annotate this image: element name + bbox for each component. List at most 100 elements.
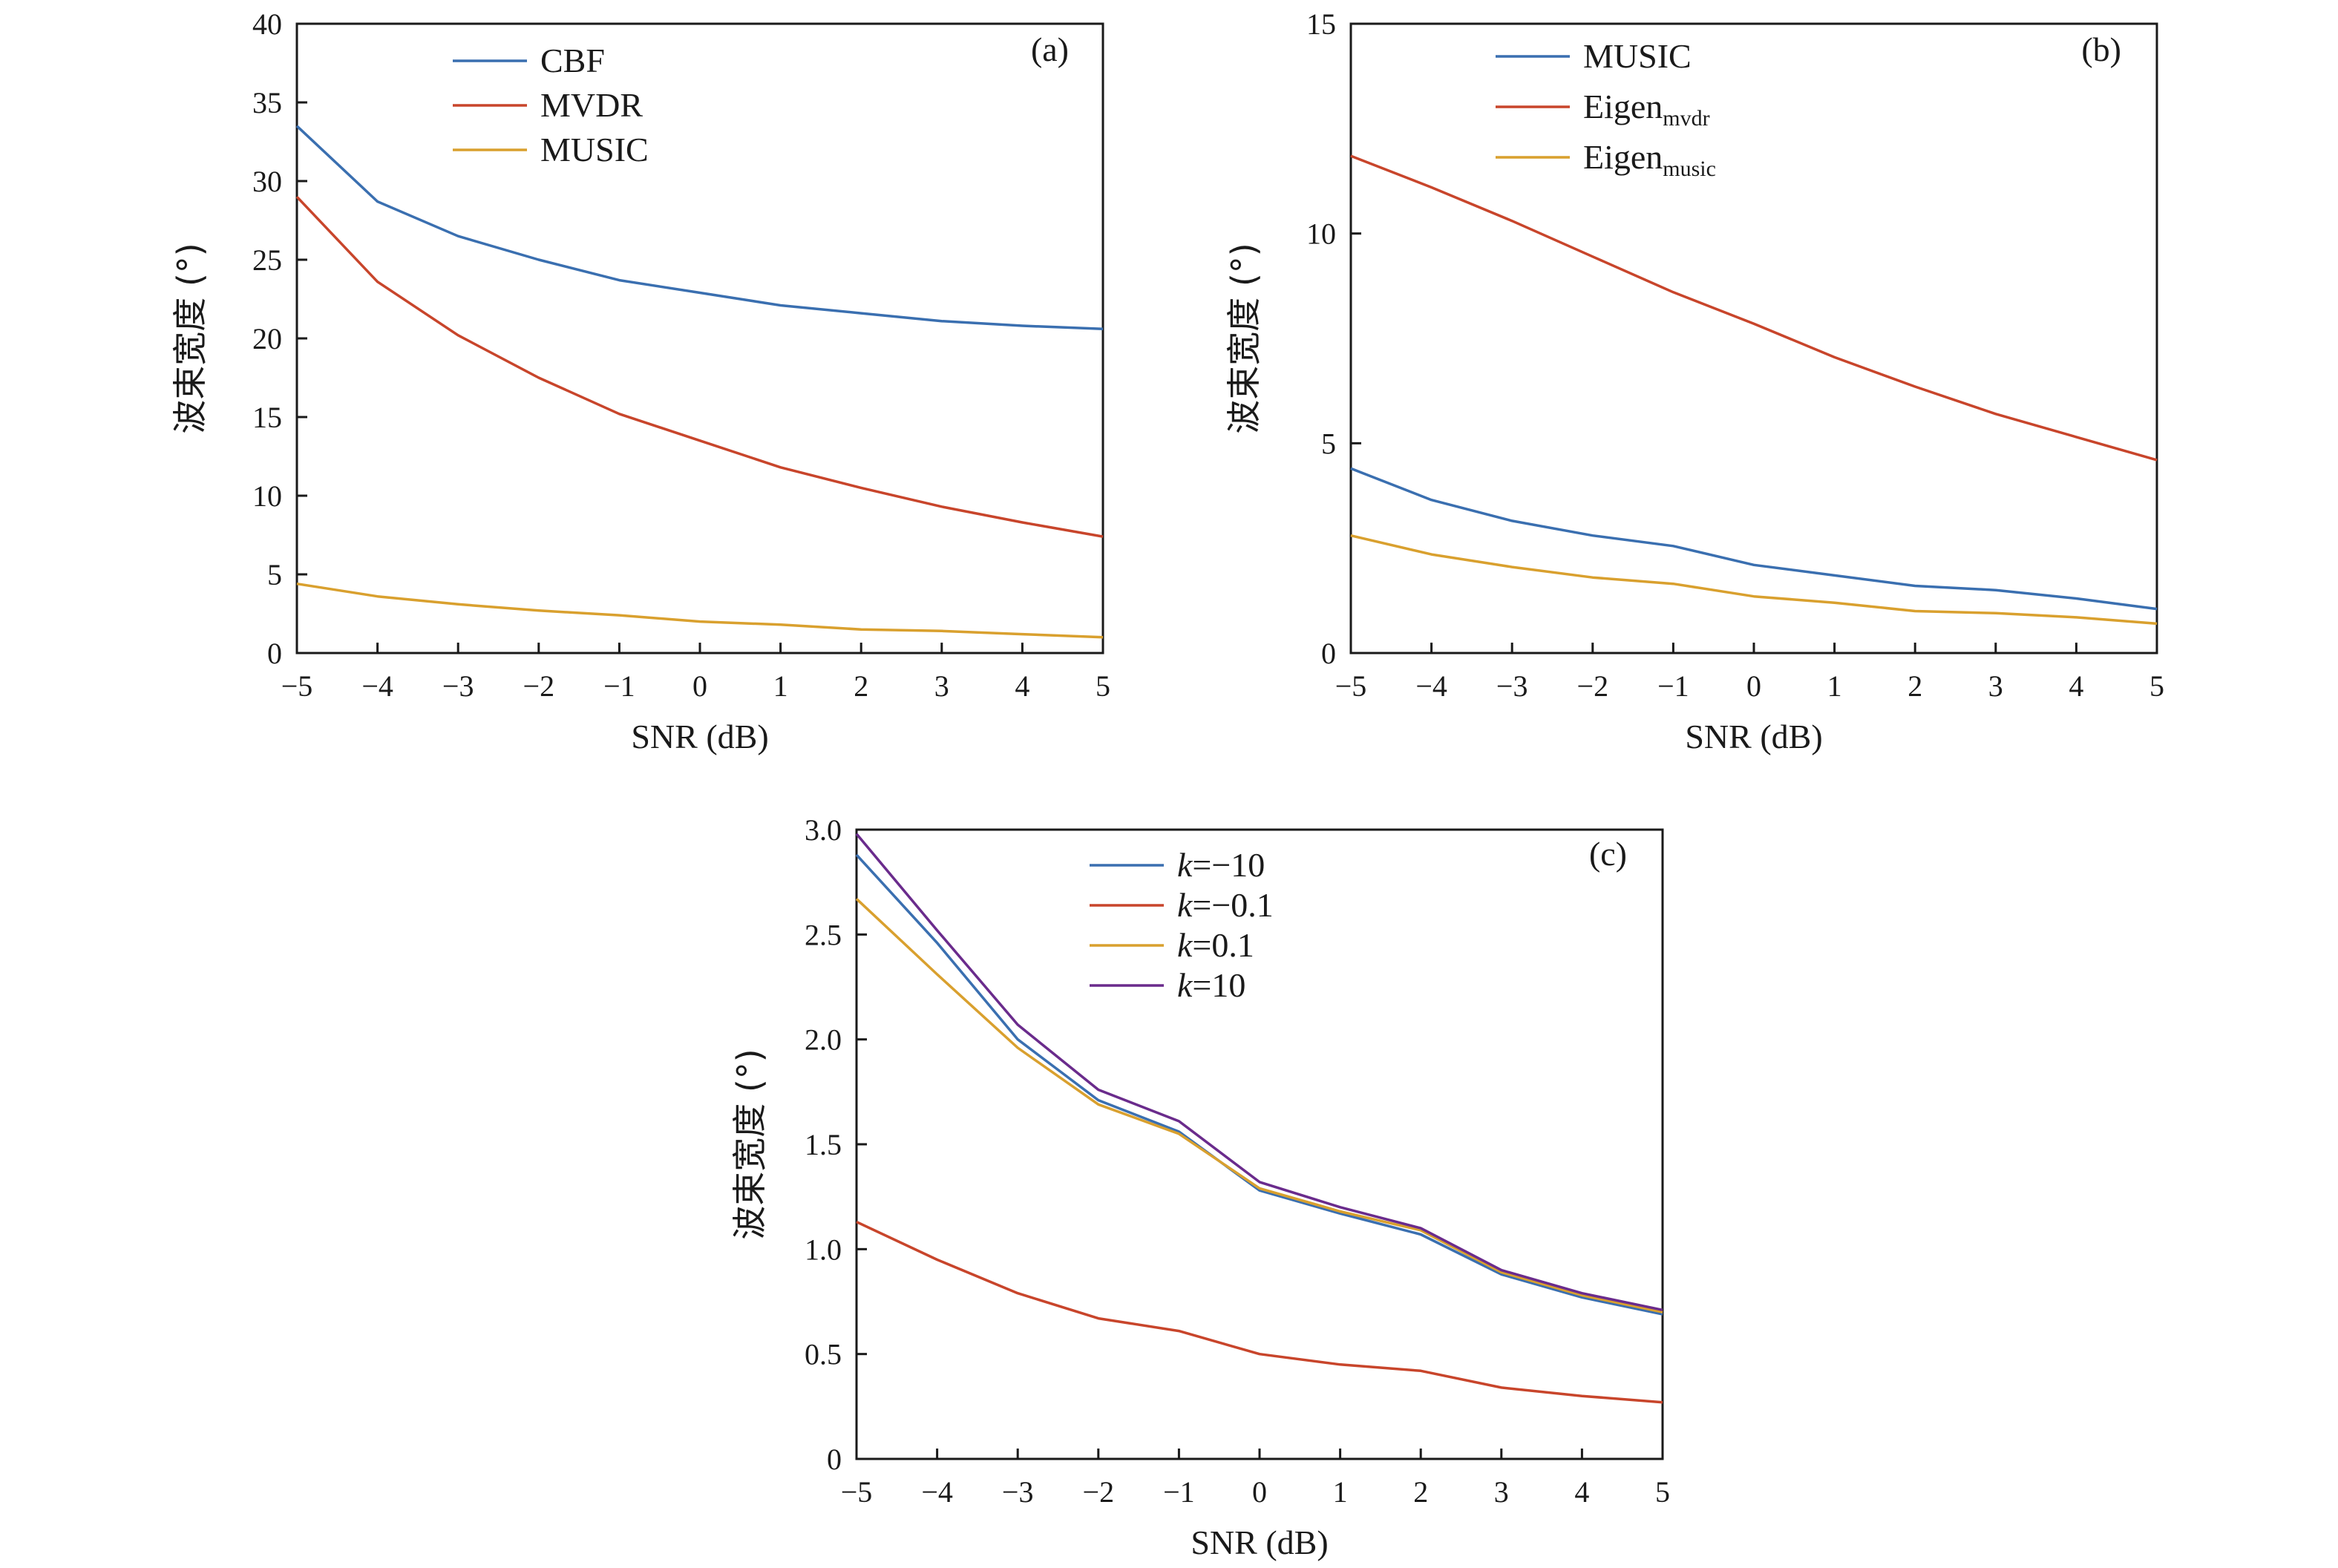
plot-frame	[1349, 22, 2158, 655]
legend-label: k=10	[1177, 966, 1245, 1004]
x-tick-label: 2	[854, 669, 868, 703]
series-line-3	[1350, 534, 2158, 626]
series-line-2	[856, 1221, 1663, 1404]
legend-label-italic: k	[1177, 886, 1193, 924]
x-tick-label: −2	[1083, 1475, 1115, 1509]
y-axis-label: 波束宽度 (°)	[1224, 243, 1264, 434]
x-tick-label: −3	[442, 669, 474, 703]
legend-label: MVDR	[540, 86, 643, 124]
x-tick-label: 1	[773, 669, 788, 703]
x-tick-label: 1	[1827, 669, 1842, 703]
y-tick-label: 15	[252, 401, 282, 434]
x-axis-label: SNR (dB)	[631, 718, 768, 755]
legend-label-main: Eigen	[1583, 88, 1663, 125]
y-tick-label: 2.0	[805, 1023, 842, 1057]
plot-frame	[295, 22, 1104, 655]
y-tick-label: 0	[267, 637, 282, 670]
x-tick-label: −1	[1163, 1475, 1195, 1509]
x-tick-label: −3	[1002, 1475, 1034, 1509]
x-tick-label: 5	[2149, 669, 2164, 703]
y-tick-label: 40	[252, 7, 282, 41]
panel-tag: (c)	[1589, 835, 1627, 873]
x-tick-label: 0	[1252, 1475, 1267, 1509]
series-line-1	[295, 125, 1104, 331]
x-tick-label: −1	[603, 669, 635, 703]
legend-label-italic: k	[1177, 926, 1193, 964]
x-tick-label: 4	[2069, 669, 2083, 703]
x-tick-label: 2	[1413, 1475, 1428, 1509]
y-tick-label: 5	[267, 558, 282, 591]
chart-panel-1: −5 −4 −3 −2 −1 0 1 2 3 4 5 0 5 10 15 20 25 30 35 40 SNR (dB)…	[170, 7, 1110, 755]
x-tick-label: 0	[1746, 669, 1761, 703]
series-line-3	[855, 898, 1663, 1313]
x-tick-label: −2	[523, 669, 555, 703]
legend-label: k=0.1	[1177, 926, 1254, 964]
legend-label-rest: =−10	[1192, 846, 1265, 884]
series-line-1	[855, 853, 1663, 1316]
legend-label-italic: k	[1177, 846, 1193, 884]
panel-tag: (a)	[1031, 30, 1069, 68]
legend-label: Eigenmvdr	[1583, 88, 1710, 131]
plot-frame	[855, 828, 1664, 1460]
x-axis-label: SNR (dB)	[1191, 1523, 1328, 1561]
y-tick-label: 0	[827, 1443, 842, 1476]
y-axis-label: 波束宽度 (°)	[730, 1049, 770, 1240]
x-tick-label: −5	[841, 1475, 873, 1509]
x-tick-label: 1	[1333, 1475, 1348, 1509]
series-line-1	[1350, 467, 2158, 611]
x-tick-label: 5	[1655, 1475, 1670, 1509]
legend-label: CBF	[540, 42, 605, 79]
y-tick-label: 3.0	[805, 813, 842, 847]
x-tick-label: −5	[1335, 669, 1367, 703]
y-tick-label: 1.0	[805, 1233, 842, 1266]
x-tick-label: 3	[1494, 1475, 1509, 1509]
x-tick-label: 0	[692, 669, 707, 703]
y-tick-label: 35	[252, 86, 282, 119]
x-tick-label: −4	[921, 1475, 953, 1509]
series-line-4	[855, 833, 1663, 1312]
y-tick-label: 10	[1306, 217, 1336, 251]
x-tick-label: −4	[1415, 669, 1447, 703]
x-tick-label: −3	[1496, 669, 1528, 703]
y-tick-label: 1.5	[805, 1128, 842, 1161]
series-line-2	[1350, 154, 2158, 462]
x-tick-label: −1	[1657, 669, 1689, 703]
y-axis-label: 波束宽度 (°)	[170, 243, 210, 434]
y-tick-label: 0	[1321, 637, 1336, 670]
x-tick-label: 5	[1096, 669, 1110, 703]
y-tick-label: 15	[1306, 7, 1336, 41]
chart-panel-3: −5 −4 −3 −2 −1 0 1 2 3 4 5 0 0.5 1.0 1.5 2.0 2.5 3.0 SNR (…	[730, 813, 1670, 1561]
x-axis-label: SNR (dB)	[1685, 718, 1822, 755]
legend-label-subscript: mvdr	[1663, 106, 1709, 131]
chart-panel-2: −5 −4 −3 −2 −1 0 1 2 3 4 5 0 5 10 15 SNR (dB) 波束宽度 (°) (b…	[1224, 7, 2164, 755]
legend-label: MUSIC	[540, 131, 649, 168]
x-tick-label: 3	[1988, 669, 2003, 703]
y-tick-label: 5	[1321, 427, 1336, 460]
x-tick-label: 3	[934, 669, 949, 703]
panel-tag: (b)	[2081, 30, 2121, 68]
series-line-2	[295, 195, 1104, 538]
y-tick-label: 0.5	[805, 1338, 842, 1371]
y-tick-label: 2.5	[805, 918, 842, 951]
legend-label-subscript: music	[1663, 157, 1716, 181]
x-tick-label: −5	[281, 669, 313, 703]
x-tick-label: −2	[1577, 669, 1609, 703]
legend-label: k=−10	[1177, 846, 1265, 884]
y-tick-label: 25	[252, 243, 282, 277]
legend-label-main: Eigen	[1583, 138, 1663, 176]
x-tick-label: 4	[1574, 1475, 1589, 1509]
legend-label-rest: =10	[1192, 966, 1245, 1004]
x-tick-label: 4	[1015, 669, 1029, 703]
legend-label-rest: =0.1	[1192, 926, 1254, 964]
x-tick-label: −4	[361, 669, 393, 703]
legend-label: MUSIC	[1583, 37, 1692, 75]
legend-label-rest: =−0.1	[1192, 886, 1273, 924]
legend-label: Eigenmusic	[1583, 138, 1716, 181]
legend-label-italic: k	[1177, 966, 1193, 1004]
legend-label: k=−0.1	[1177, 886, 1274, 924]
y-tick-label: 20	[252, 322, 282, 355]
y-tick-label: 30	[252, 165, 282, 198]
y-tick-label: 10	[252, 479, 282, 513]
x-tick-label: 2	[1908, 669, 1922, 703]
